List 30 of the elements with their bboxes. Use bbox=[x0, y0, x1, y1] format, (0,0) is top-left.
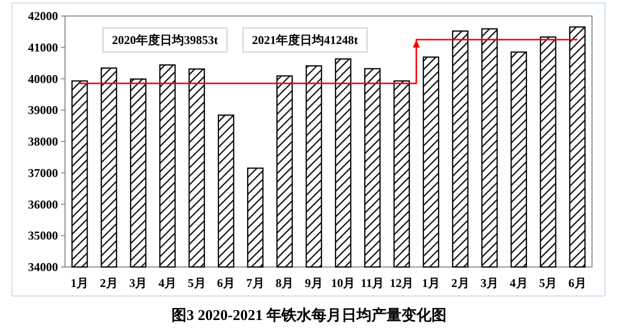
x-tick-label: 1月 bbox=[70, 276, 89, 290]
y-tick-label: 34000 bbox=[28, 260, 58, 274]
annotation: 2020年度日均39853t bbox=[112, 33, 218, 47]
x-tick-label: 7月 bbox=[246, 276, 264, 290]
y-tick-label: 36000 bbox=[28, 197, 58, 212]
y-tick-label: 40000 bbox=[28, 72, 58, 86]
x-tick-label: 3月 bbox=[480, 276, 499, 290]
x-tick-label: 5月 bbox=[539, 276, 558, 290]
x-tick-label: 6月 bbox=[217, 276, 236, 290]
x-tick-label: 1月 bbox=[422, 276, 440, 290]
y-tick-label: 37000 bbox=[28, 166, 58, 180]
y-tick-label: 35000 bbox=[28, 228, 58, 243]
annotation: 2021年度日均41248t bbox=[252, 33, 358, 47]
x-tick-label: 12月 bbox=[390, 276, 414, 290]
x-tick-label: 4月 bbox=[510, 276, 528, 290]
x-tick-label: 11月 bbox=[360, 276, 384, 290]
x-tick-label: 5月 bbox=[188, 276, 206, 290]
x-tick-label: 2月 bbox=[451, 276, 470, 290]
x-tick-label: 6月 bbox=[568, 276, 586, 290]
text: 图3 2020-2021 年铁水每月日均产量变化图 bbox=[172, 306, 446, 324]
x-tick-label: 9月 bbox=[304, 276, 323, 290]
y-tick-label: 41000 bbox=[28, 40, 58, 54]
y-tick-label: 39000 bbox=[28, 103, 58, 118]
y-tick-label: 42000 bbox=[28, 9, 58, 23]
x-tick-label: 2月 bbox=[100, 276, 118, 290]
y-tick-label: 38000 bbox=[28, 134, 58, 148]
x-tick-label: 10月 bbox=[331, 276, 356, 290]
x-tick-label: 8月 bbox=[276, 276, 294, 290]
x-tick-label: 3月 bbox=[129, 276, 148, 290]
x-tick-label: 4月 bbox=[158, 276, 176, 290]
